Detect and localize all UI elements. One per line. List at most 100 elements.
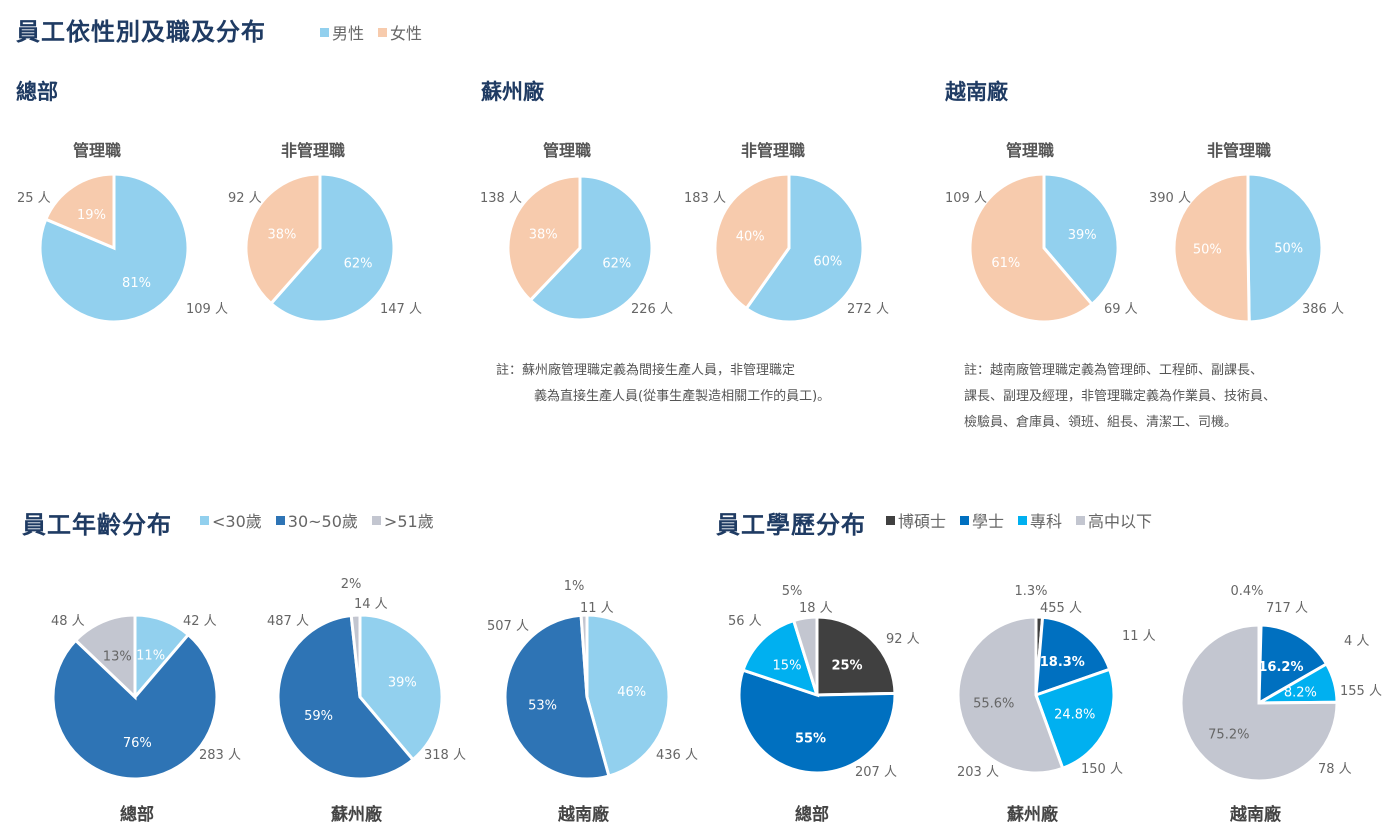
pie-value-label-0-1: 25 人 xyxy=(17,191,51,206)
pie-slice-education-9-1 xyxy=(737,668,897,775)
site-heading-vietnam: 越南廠 xyxy=(945,80,1008,104)
pie-slice-age-7-1 xyxy=(276,613,416,781)
pie-slice-education-11-1 xyxy=(1257,623,1329,706)
pie-value-label-6-1: 283 人 xyxy=(199,748,241,763)
legend-swatch-male xyxy=(320,27,329,37)
pie-slice-gender-5-0 xyxy=(1246,172,1324,324)
suzhou-note-line-1: 註：蘇州廠管理職定義為間接生產人員，非管理職定 xyxy=(496,363,796,378)
vietnam-mgmt-subtitle: 管理職 xyxy=(1006,141,1055,160)
pie-value-label-9-1: 207 人 xyxy=(855,765,897,780)
age-caption-vietnam: 越南廠 xyxy=(558,805,609,825)
vietnam-note-line-3: 檢驗員、倉庫員、領班、組長、清潔工、司機。 xyxy=(964,415,1238,430)
pie-percent-label-6-1: 76% xyxy=(123,736,152,751)
pie-value-label-9-2: 56 人 xyxy=(728,614,762,629)
pie-value-label-6-2: 48 人 xyxy=(51,614,85,629)
pie-percent-label-7-2: 2% xyxy=(341,577,362,592)
legend-label-male: 男性 xyxy=(332,24,365,43)
pie-percent-label-8-2: 1% xyxy=(564,579,585,594)
pie-percent-label-5-0: 50% xyxy=(1274,242,1303,257)
age-section-title: 員工年齡分布 xyxy=(22,511,172,539)
age-legend: <30歲 30~50歲 >51歲 xyxy=(200,508,434,532)
legend-item-postgrad: 博碩士 xyxy=(886,508,946,532)
pie-percent-label-7-0: 39% xyxy=(388,675,417,690)
gender-legend: 男性 女性 xyxy=(320,20,422,44)
pie-value-label-8-2: 11 人 xyxy=(580,601,614,616)
pie-percent-label-3-0: 60% xyxy=(813,254,842,269)
pie-percent-label-10-2: 24.8% xyxy=(1054,707,1095,722)
edu-section-title: 員工學歷分布 xyxy=(716,511,866,539)
legend-item-under30: <30歲 xyxy=(200,508,262,532)
pie-value-label-5-1: 390 人 xyxy=(1149,191,1191,206)
pie-percent-label-9-2: 15% xyxy=(773,658,802,673)
age-caption-suzhou: 蘇州廠 xyxy=(331,805,382,825)
legend-label-over51: >51歲 xyxy=(383,512,434,531)
pie-value-label-10-1: 150 人 xyxy=(1081,762,1123,777)
site-heading-suzhou: 蘇州廠 xyxy=(481,80,544,104)
pie-slice-gender-0-1 xyxy=(43,172,116,251)
pie-value-label-9-3: 18 人 xyxy=(799,601,833,616)
edu-legend: 博碩士 學士 專科 高中以下 xyxy=(886,508,1152,532)
edu-caption-hq: 總部 xyxy=(795,805,829,825)
legend-swatch-postgrad xyxy=(886,515,895,525)
legend-swatch-bachelor xyxy=(960,515,970,525)
pie-value-label-6-0: 42 人 xyxy=(183,614,217,629)
suzhou-note-line-2: 義為直接生產人員(從事生產製造相關工作的員工)。 xyxy=(534,389,831,404)
pie-slice-gender-1-1 xyxy=(244,172,322,306)
pie-percent-label-9-3: 5% xyxy=(782,584,803,599)
pie-slice-education-10-3 xyxy=(956,615,1065,775)
pie-percent-label-9-0: 25% xyxy=(831,658,862,673)
pie-value-label-7-2: 14 人 xyxy=(354,597,388,612)
legend-label-bachelor: 學士 xyxy=(972,512,1005,531)
pie-value-label-3-1: 183 人 xyxy=(684,191,726,206)
pie-percent-label-11-1: 16.2% xyxy=(1258,660,1303,675)
pie-value-label-2-0: 226 人 xyxy=(631,302,673,317)
legend-swatch-30to50 xyxy=(275,515,285,525)
pie-percent-label-6-0: 11% xyxy=(136,649,165,664)
legend-item-over51: >51歲 xyxy=(371,508,434,532)
legend-label-highschool: 高中以下 xyxy=(1088,512,1153,531)
pie-slice-age-6-2 xyxy=(73,613,137,701)
pie-slice-education-11-3 xyxy=(1179,623,1339,783)
legend-swatch-under30 xyxy=(200,515,209,525)
legend-swatch-female xyxy=(378,27,388,37)
legend-item-associate: 專科 xyxy=(1018,508,1062,532)
pie-percent-label-10-1: 18.3% xyxy=(1040,655,1085,670)
pie-percent-label-5-1: 50% xyxy=(1193,242,1222,257)
pie-value-label-11-0: 4 人 xyxy=(1344,634,1369,649)
pie-value-label-11-3: 717 人 xyxy=(1266,601,1308,616)
pie-slice-gender-3-0 xyxy=(744,172,865,324)
pie-value-label-11-2: 78 人 xyxy=(1318,762,1352,777)
pie-percent-label-7-1: 59% xyxy=(304,709,333,724)
legend-swatch-highschool xyxy=(1076,515,1086,525)
pie-percent-label-4-1: 61% xyxy=(991,256,1020,271)
pie-slice-gender-3-1 xyxy=(713,172,791,311)
legend-label-female: 女性 xyxy=(390,24,423,43)
pie-value-label-0-0: 109 人 xyxy=(186,302,228,317)
pie-slice-gender-4-1 xyxy=(968,172,1095,324)
pie-percent-label-10-3: 55.6% xyxy=(973,696,1014,711)
legend-swatch-associate xyxy=(1018,515,1028,525)
pie-percent-label-1-0: 62% xyxy=(344,256,373,271)
edu-caption-suzhou: 蘇州廠 xyxy=(1007,805,1058,825)
pie-percent-label-4-0: 39% xyxy=(1068,228,1097,243)
pie-percent-label-9-1: 55% xyxy=(795,731,826,746)
vietnam-note-line-2: 課長、副理及經理，非管理職定義為作業員、技術員、 xyxy=(964,389,1277,404)
pie-value-label-9-0: 92 人 xyxy=(886,632,920,647)
pie-percent-label-2-0: 62% xyxy=(602,257,631,272)
site-heading-hq: 總部 xyxy=(16,80,58,104)
pie-value-label-10-3: 455 人 xyxy=(1040,601,1082,616)
legend-item-30to50: 30~50歲 xyxy=(275,508,358,532)
legend-label-under30: <30歲 xyxy=(212,512,262,531)
pie-value-label-1-0: 147 人 xyxy=(380,302,422,317)
pie-value-label-2-1: 138 人 xyxy=(480,191,522,206)
legend-label-associate: 專科 xyxy=(1030,512,1063,531)
vietnam-nonmgmt-subtitle: 非管理職 xyxy=(1207,141,1272,160)
pie-value-label-8-1: 507 人 xyxy=(487,619,529,634)
pie-percent-label-11-3: 75.2% xyxy=(1208,727,1249,742)
age-caption-hq: 總部 xyxy=(120,805,154,825)
pie-value-label-7-0: 318 人 xyxy=(424,748,466,763)
pie-percent-label-2-1: 38% xyxy=(529,227,558,242)
pie-slice-gender-4-0 xyxy=(1042,172,1120,307)
pie-percent-label-11-2: 8.2% xyxy=(1284,686,1317,701)
